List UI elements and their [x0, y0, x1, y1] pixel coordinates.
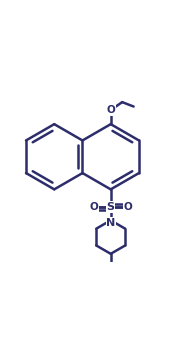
Text: S: S [107, 202, 115, 212]
Text: O: O [123, 202, 132, 212]
Text: O: O [90, 202, 98, 212]
Text: O: O [106, 105, 115, 115]
Text: N: N [106, 218, 115, 228]
